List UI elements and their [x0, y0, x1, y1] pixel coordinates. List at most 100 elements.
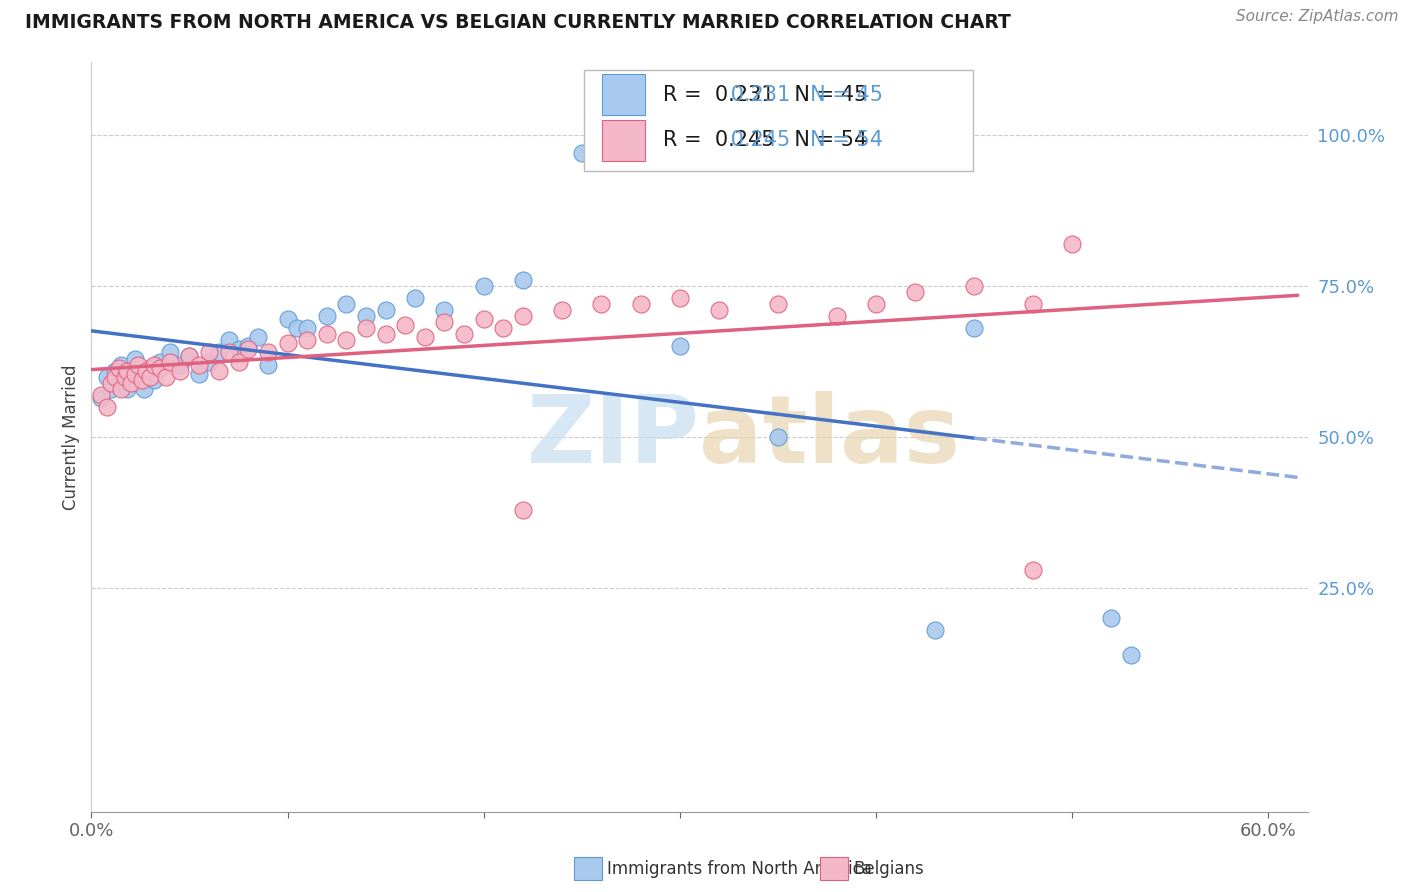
Text: Belgians: Belgians	[853, 860, 924, 878]
Point	[139, 369, 162, 384]
Point	[218, 345, 240, 359]
Point	[512, 273, 534, 287]
Point	[96, 400, 118, 414]
Text: Immigrants from North America: Immigrants from North America	[607, 860, 872, 878]
Point	[238, 339, 260, 353]
Point	[766, 297, 789, 311]
Point	[238, 343, 260, 357]
Point	[413, 330, 436, 344]
Point	[904, 285, 927, 299]
Point	[315, 310, 337, 324]
Point	[110, 382, 132, 396]
Point	[766, 430, 789, 444]
Point	[295, 321, 318, 335]
Point	[120, 376, 142, 390]
Point	[228, 343, 250, 357]
Point	[90, 391, 112, 405]
Text: R =  0.245   N = 54: R = 0.245 N = 54	[664, 130, 868, 151]
Point	[135, 363, 157, 377]
Point	[149, 354, 172, 368]
Point	[188, 367, 211, 381]
Point	[247, 330, 270, 344]
Point	[1022, 563, 1045, 577]
Point	[218, 334, 240, 348]
Point	[257, 345, 280, 359]
Point	[374, 327, 396, 342]
Point	[1099, 611, 1122, 625]
Point	[114, 369, 136, 384]
Point	[169, 363, 191, 377]
Point	[669, 291, 692, 305]
Point	[295, 334, 318, 348]
Point	[472, 312, 495, 326]
Point	[143, 358, 166, 372]
Point	[453, 327, 475, 342]
Point	[492, 321, 515, 335]
Point	[963, 321, 986, 335]
Point	[149, 360, 172, 375]
Point	[335, 297, 357, 311]
Point	[335, 334, 357, 348]
Point	[825, 310, 848, 324]
Point	[1022, 297, 1045, 311]
Y-axis label: Currently Married: Currently Married	[62, 364, 80, 510]
Point	[512, 310, 534, 324]
Point	[404, 291, 426, 305]
Point	[630, 140, 652, 154]
Point	[198, 354, 221, 368]
Point	[228, 354, 250, 368]
Point	[354, 321, 377, 335]
Point	[257, 358, 280, 372]
Point	[105, 373, 128, 387]
Point	[111, 369, 134, 384]
Point	[669, 339, 692, 353]
Point	[127, 358, 149, 372]
Point	[104, 363, 127, 377]
Point	[134, 382, 156, 396]
Point	[551, 303, 574, 318]
Point	[1062, 236, 1084, 251]
Point	[374, 303, 396, 318]
Text: R =  0.231   N = 45: R = 0.231 N = 45	[664, 85, 868, 105]
FancyBboxPatch shape	[583, 70, 973, 171]
Text: ZIP: ZIP	[527, 391, 699, 483]
Point	[315, 327, 337, 342]
Point	[630, 297, 652, 311]
Point	[129, 367, 152, 381]
Point	[143, 373, 166, 387]
Point	[277, 312, 299, 326]
Point	[115, 382, 138, 396]
Point	[188, 358, 211, 372]
Point	[571, 146, 593, 161]
Text: Source: ZipAtlas.com: Source: ZipAtlas.com	[1236, 9, 1399, 24]
Point	[159, 354, 181, 368]
Point	[277, 336, 299, 351]
Point	[179, 349, 201, 363]
Point	[865, 297, 887, 311]
Point	[394, 318, 416, 333]
Point	[472, 279, 495, 293]
Point	[433, 315, 456, 329]
Point	[159, 345, 181, 359]
Point	[963, 279, 986, 293]
Point	[100, 376, 122, 390]
Point	[285, 321, 308, 335]
Point	[155, 369, 177, 384]
Text: atlas: atlas	[699, 391, 960, 483]
Point	[110, 358, 132, 372]
Text: 0.245   N = 54: 0.245 N = 54	[724, 130, 883, 151]
Point	[433, 303, 456, 318]
Point	[124, 367, 146, 381]
Point	[208, 345, 231, 359]
Point	[108, 360, 131, 375]
Point	[208, 363, 231, 377]
Text: 0.231   N = 45: 0.231 N = 45	[724, 85, 883, 105]
Point	[179, 349, 201, 363]
Point	[90, 388, 112, 402]
Point	[512, 502, 534, 516]
Point	[120, 363, 142, 377]
Point	[198, 345, 221, 359]
Point	[131, 373, 153, 387]
Point	[139, 360, 162, 375]
Point	[354, 310, 377, 324]
